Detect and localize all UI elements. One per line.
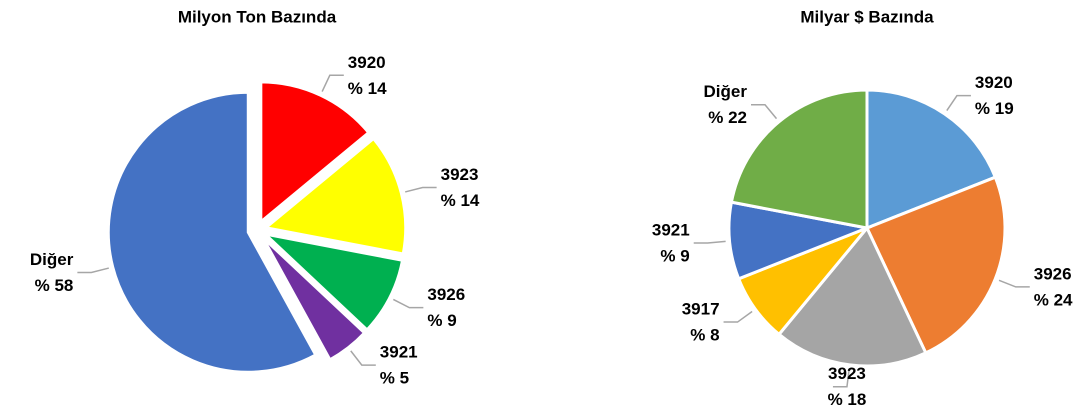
pie-slice — [261, 236, 367, 362]
category-label: Diğer — [30, 250, 74, 269]
leader-line — [723, 310, 753, 323]
leader-line — [405, 186, 437, 193]
pie-slice — [729, 88, 869, 230]
pie-slice — [260, 231, 405, 333]
category-label: 3920 — [975, 73, 1013, 92]
pie-slice — [776, 225, 928, 368]
leader-line — [832, 368, 850, 388]
value-label: % 9 — [660, 247, 689, 266]
pie-slice — [106, 90, 318, 374]
value-label: % 18 — [828, 390, 867, 409]
category-label: 3921 — [380, 343, 418, 362]
leader-line — [321, 74, 344, 92]
pie-slice — [865, 88, 998, 231]
pie-slice — [864, 175, 1007, 355]
leader-line — [350, 350, 376, 366]
value-label: % 24 — [1034, 290, 1073, 309]
leader-line — [998, 279, 1030, 288]
category-label: Diğer — [704, 82, 748, 101]
value-label: % 19 — [975, 99, 1014, 118]
value-label: % 14 — [441, 191, 480, 210]
value-label: % 58 — [35, 276, 74, 295]
category-label: 3926 — [1034, 264, 1072, 283]
leader-line — [693, 240, 726, 244]
value-label: % 14 — [348, 79, 387, 98]
leader-line — [77, 267, 109, 274]
chart-title: Milyon Ton Bazında — [178, 7, 337, 26]
category-label: 3920 — [348, 53, 386, 72]
value-label: % 5 — [380, 369, 409, 388]
value-label: % 9 — [427, 311, 456, 330]
category-label: 3923 — [828, 364, 866, 383]
leader-line — [751, 103, 778, 120]
value-label: % 8 — [690, 326, 719, 345]
category-label: 3921 — [652, 221, 690, 240]
category-label: 3923 — [441, 165, 479, 184]
chart-title: Milyar $ Bazında — [800, 7, 934, 26]
pie-slice — [259, 80, 371, 226]
leader-line — [392, 298, 424, 309]
category-label: 3917 — [682, 300, 720, 319]
value-label: % 22 — [708, 108, 747, 127]
category-label: 3926 — [427, 285, 465, 304]
pie-slice — [262, 136, 408, 256]
leader-line — [946, 94, 971, 111]
